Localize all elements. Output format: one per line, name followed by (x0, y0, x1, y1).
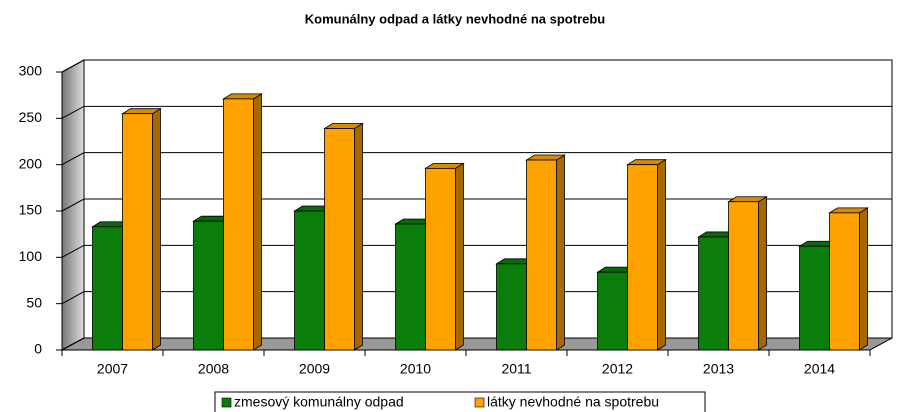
bar (799, 245, 830, 351)
x-tick-label: 2010 (400, 361, 431, 377)
y-tick-label: 150 (19, 202, 43, 218)
bar-side (152, 107, 161, 351)
floor (61, 337, 893, 351)
x-tick-label: 2014 (804, 361, 835, 377)
bar (324, 128, 355, 351)
grid-line (61, 152, 892, 166)
bar (122, 113, 153, 351)
y-tick-label: 300 (19, 63, 43, 79)
bar (829, 212, 860, 351)
x-tick-label: 2011 (501, 361, 531, 377)
grid-line (61, 59, 892, 73)
bar-side (354, 122, 363, 351)
chart-title: Komunálny odpad a látky nevhodné na spot… (305, 11, 606, 26)
y-tick-label: 250 (19, 109, 43, 125)
bar (496, 263, 527, 351)
bar (395, 223, 426, 351)
bar (223, 98, 254, 351)
y-tick-label: 0 (34, 341, 42, 357)
x-tick-label: 2007 (97, 361, 128, 377)
grid-line (61, 244, 892, 258)
legend-label: látky nevhodné na spotrebu (487, 394, 659, 410)
bar (92, 226, 123, 351)
bar (728, 201, 759, 351)
grid-line (61, 105, 892, 119)
y-tick-label: 50 (26, 294, 42, 310)
y-tick-label: 100 (19, 248, 43, 264)
bar-side (556, 154, 565, 351)
bar-side (455, 162, 464, 351)
x-tick-label: 2009 (299, 361, 330, 377)
bar (193, 220, 224, 351)
legend-swatch (221, 397, 232, 408)
y-tick-label: 200 (19, 155, 43, 171)
bar (294, 210, 325, 351)
bar (526, 159, 557, 351)
grid-line (61, 198, 892, 212)
bar (597, 271, 628, 351)
bar-side (253, 93, 262, 351)
bar (698, 236, 729, 351)
bar-side (758, 196, 767, 351)
bar-side (657, 158, 666, 351)
x-tick-label: 2012 (602, 361, 633, 377)
legend-box (214, 391, 706, 412)
x-tick-label: 2008 (198, 361, 229, 377)
legend-label: zmesový komunálny odpad (234, 394, 404, 410)
bar (627, 164, 658, 351)
bar-side (859, 207, 868, 351)
legend-swatch (474, 397, 485, 408)
x-tick-label: 2013 (703, 361, 734, 377)
legend: zmesový komunálny odpad látky nevhodné na… (214, 391, 706, 412)
bar (425, 167, 456, 351)
